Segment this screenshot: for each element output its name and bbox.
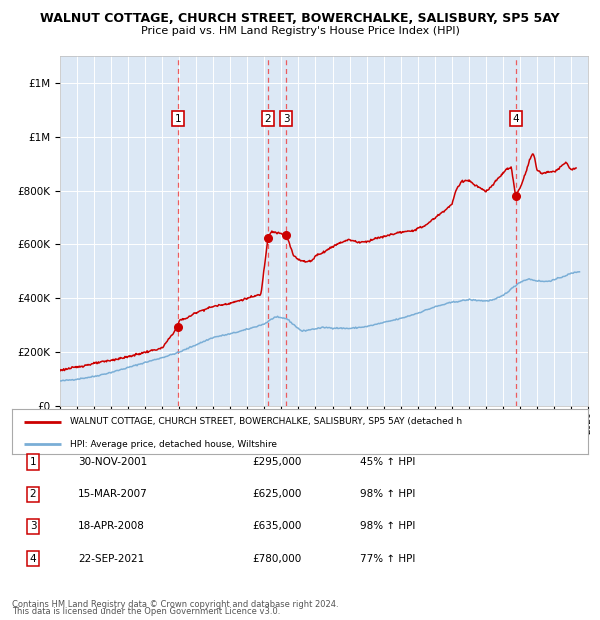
Text: 3: 3 (29, 521, 37, 531)
Text: 22-SEP-2021: 22-SEP-2021 (78, 554, 144, 564)
Text: WALNUT COTTAGE, CHURCH STREET, BOWERCHALKE, SALISBURY, SP5 5AY (detached h: WALNUT COTTAGE, CHURCH STREET, BOWERCHAL… (70, 417, 462, 426)
Text: Contains HM Land Registry data © Crown copyright and database right 2024.: Contains HM Land Registry data © Crown c… (12, 600, 338, 609)
Text: Price paid vs. HM Land Registry's House Price Index (HPI): Price paid vs. HM Land Registry's House … (140, 26, 460, 36)
Text: £625,000: £625,000 (252, 489, 301, 499)
Text: 45% ↑ HPI: 45% ↑ HPI (360, 457, 415, 467)
Text: 2: 2 (265, 114, 271, 124)
Text: 4: 4 (512, 114, 519, 124)
Text: This data is licensed under the Open Government Licence v3.0.: This data is licensed under the Open Gov… (12, 607, 280, 616)
Text: 18-APR-2008: 18-APR-2008 (78, 521, 145, 531)
Text: 77% ↑ HPI: 77% ↑ HPI (360, 554, 415, 564)
Text: £295,000: £295,000 (252, 457, 301, 467)
Text: 98% ↑ HPI: 98% ↑ HPI (360, 521, 415, 531)
Text: £780,000: £780,000 (252, 554, 301, 564)
Text: 98% ↑ HPI: 98% ↑ HPI (360, 489, 415, 499)
Text: 2: 2 (29, 489, 37, 499)
Text: HPI: Average price, detached house, Wiltshire: HPI: Average price, detached house, Wilt… (70, 440, 277, 448)
Text: 30-NOV-2001: 30-NOV-2001 (78, 457, 147, 467)
Text: 1: 1 (29, 457, 37, 467)
Text: 15-MAR-2007: 15-MAR-2007 (78, 489, 148, 499)
Text: WALNUT COTTAGE, CHURCH STREET, BOWERCHALKE, SALISBURY, SP5 5AY: WALNUT COTTAGE, CHURCH STREET, BOWERCHAL… (40, 12, 560, 25)
Text: 3: 3 (283, 114, 290, 124)
Text: £635,000: £635,000 (252, 521, 301, 531)
Text: 4: 4 (29, 554, 37, 564)
Text: 1: 1 (175, 114, 181, 124)
